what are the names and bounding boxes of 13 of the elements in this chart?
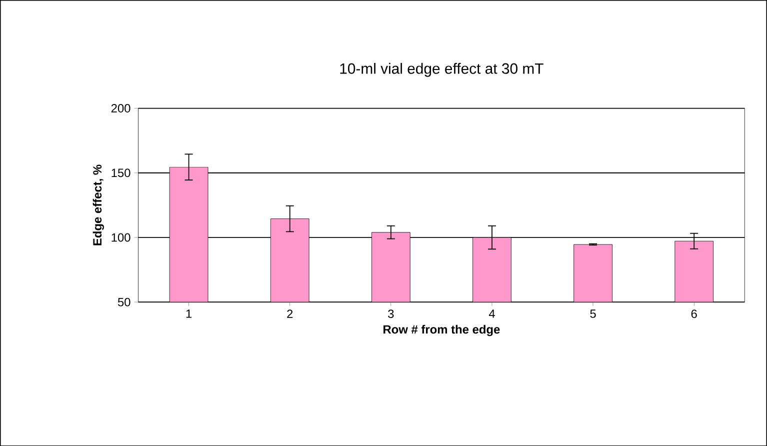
y-tick-label: 150 — [112, 168, 130, 177]
x-tick-label: 4 — [488, 309, 495, 318]
chart-title: 10-ml vial edge effect at 30 mT — [340, 62, 544, 77]
x-tick-label: 3 — [388, 309, 394, 318]
x-tick-label: 1 — [186, 309, 192, 318]
y-tick-label: 100 — [112, 233, 130, 242]
x-tick-label: 6 — [691, 309, 697, 318]
x-axis-title: Row # from the edge — [384, 324, 500, 336]
x-tick-label: 2 — [287, 309, 293, 318]
y-axis-title: Edge effect, % — [92, 164, 104, 246]
x-tick-label: 5 — [590, 309, 596, 318]
y-tick-label: 50 — [118, 298, 130, 306]
y-tick-label: 200 — [111, 104, 130, 112]
